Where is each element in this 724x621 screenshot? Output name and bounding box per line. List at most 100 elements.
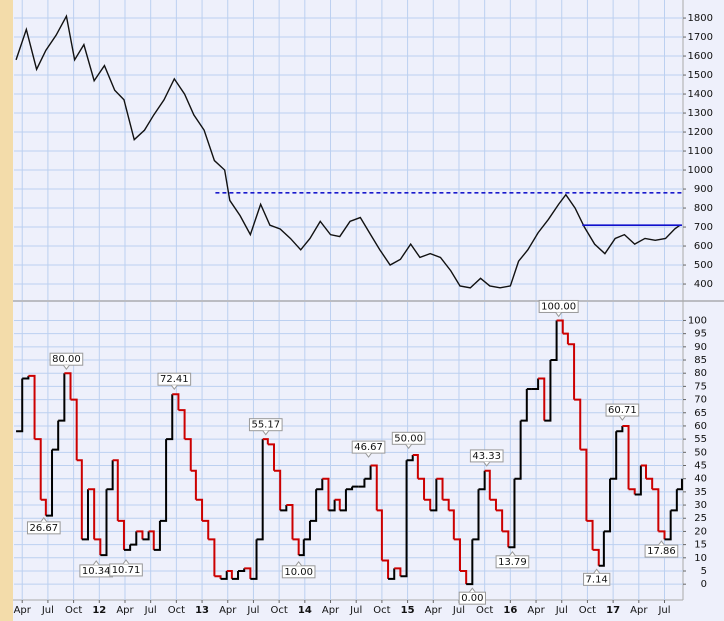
annotation-label: 10.71 xyxy=(112,565,141,576)
annotation: 0.00 xyxy=(458,587,486,605)
y-tick-label: 0 xyxy=(701,579,707,590)
y-tick-label: 25 xyxy=(694,513,707,524)
y-tick-label: 70 xyxy=(694,395,707,406)
step-segment xyxy=(45,449,54,517)
step-segment xyxy=(153,520,161,551)
step-segment xyxy=(417,477,426,500)
step-segment xyxy=(400,460,408,578)
annotation-pointer xyxy=(593,568,601,574)
y-tick-label: 85 xyxy=(694,355,707,366)
price-line xyxy=(15,14,681,289)
marks-layer xyxy=(15,14,683,586)
y-tick-label: 50 xyxy=(694,447,707,458)
annotation: 80.00 xyxy=(49,352,84,371)
x-tick-label: 15 xyxy=(401,605,415,616)
annotation: 55.17 xyxy=(248,418,283,436)
x-tick-label: Apr xyxy=(116,605,134,616)
step-segment xyxy=(484,469,491,500)
y-tick-label: 600 xyxy=(694,241,713,252)
step-segment xyxy=(610,431,618,480)
step-segment xyxy=(567,343,576,400)
step-segment xyxy=(628,488,636,495)
step-segment xyxy=(190,469,197,500)
annotation: 7.14 xyxy=(583,568,611,586)
y-tick-label: 1400 xyxy=(688,89,713,100)
x-tick-label: 16 xyxy=(503,605,517,616)
y-tick-label: 1600 xyxy=(688,51,713,62)
x-tick-label: Oct xyxy=(65,605,82,616)
step-segment xyxy=(472,489,480,541)
y-tick-label: 100 xyxy=(688,315,707,326)
step-segment xyxy=(280,505,288,512)
annotation: 10.71 xyxy=(109,559,143,577)
step-segment xyxy=(52,420,60,451)
step-segment xyxy=(123,544,132,551)
y-tick-label: 400 xyxy=(694,279,713,290)
step-segment xyxy=(172,393,180,411)
step-segment xyxy=(100,489,108,557)
annotation-label: 55.17 xyxy=(251,420,280,431)
step-segment xyxy=(603,478,612,533)
y-tick-label: 30 xyxy=(694,500,707,511)
annotation: 10.00 xyxy=(281,560,316,579)
y-tick-label: 700 xyxy=(694,222,713,233)
step-segment xyxy=(556,319,564,334)
step-segment xyxy=(166,394,174,441)
y-tick-label: 15 xyxy=(694,540,707,551)
annotation-pointer xyxy=(555,312,563,318)
step-segment xyxy=(178,409,186,440)
step-segment xyxy=(430,478,438,512)
step-segment xyxy=(453,538,461,571)
step-segment xyxy=(370,464,378,511)
step-segment xyxy=(28,374,36,440)
step-segment xyxy=(202,519,210,540)
step-segment xyxy=(412,453,419,479)
step-segment xyxy=(316,478,324,491)
step-segment xyxy=(303,520,311,541)
step-segment xyxy=(250,539,258,580)
step-segment xyxy=(531,378,540,391)
step-segment xyxy=(286,504,294,540)
x-tick-label: 13 xyxy=(195,605,209,616)
x-tick-label: Jul xyxy=(41,605,54,616)
step-segment xyxy=(544,360,552,422)
step-segment xyxy=(670,489,678,512)
y-tick-label: 500 xyxy=(694,260,713,271)
y-tick-label: 1300 xyxy=(688,108,713,119)
labels-layer: 4005006007008009001000110012001300140015… xyxy=(14,13,713,616)
step-segment xyxy=(184,438,192,471)
step-segment xyxy=(130,531,138,546)
annotation-pointer xyxy=(509,550,516,557)
y-tick-label: 1700 xyxy=(688,32,713,43)
step-segment xyxy=(34,438,42,500)
step-segment xyxy=(652,488,660,532)
step-segment xyxy=(514,420,522,480)
step-segment xyxy=(586,519,594,550)
y-tick-label: 1800 xyxy=(688,13,713,24)
step-segment xyxy=(142,531,150,541)
annotation-label: 72.41 xyxy=(160,374,189,385)
y-tick-label: 40 xyxy=(694,474,707,485)
x-tick-label: Oct xyxy=(579,605,596,616)
annotation-pointer xyxy=(658,540,665,546)
x-tick-label: 14 xyxy=(298,605,312,616)
step-segment xyxy=(388,568,396,580)
annotation-pointer xyxy=(63,364,70,371)
step-segment xyxy=(616,425,624,433)
annotation-pointer xyxy=(92,560,100,566)
step-segment xyxy=(634,465,642,496)
grid-layer xyxy=(14,0,686,603)
annotation-label: 10.34 xyxy=(82,566,111,577)
annotation-label: 60.71 xyxy=(608,405,637,416)
annotation-label: 13.79 xyxy=(498,557,527,568)
y-tick-label: 90 xyxy=(694,342,707,353)
annotation-label: 50.00 xyxy=(394,433,423,444)
step-segment xyxy=(442,498,450,511)
step-segment xyxy=(159,439,168,522)
step-segment xyxy=(436,477,444,500)
x-tick-label: 17 xyxy=(606,605,620,616)
step-segment xyxy=(358,478,366,488)
step-segment xyxy=(106,460,114,491)
y-tick-label: 1000 xyxy=(688,165,713,176)
step-segment xyxy=(520,389,528,422)
